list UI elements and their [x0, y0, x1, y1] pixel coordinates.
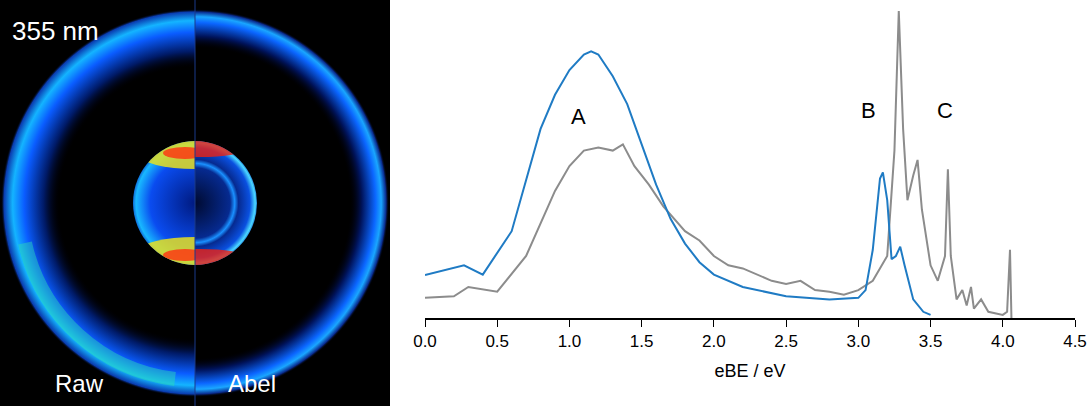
- svg-text:4.5: 4.5: [1063, 332, 1087, 351]
- svg-text:2.0: 2.0: [702, 332, 726, 351]
- svg-text:1.0: 1.0: [558, 332, 582, 351]
- svg-text:Abel: Abel: [228, 370, 276, 397]
- svg-text:0.0: 0.0: [413, 332, 437, 351]
- svg-text:355 nm: 355 nm: [12, 16, 99, 46]
- svg-text:1.5: 1.5: [630, 332, 654, 351]
- svg-text:4.0: 4.0: [991, 332, 1015, 351]
- svg-text:Raw: Raw: [55, 370, 104, 397]
- svg-text:C: C: [937, 98, 953, 123]
- svg-text:3.5: 3.5: [919, 332, 943, 351]
- svg-text:B: B: [861, 98, 876, 123]
- svg-text:2.5: 2.5: [774, 332, 798, 351]
- svg-text:eBE / eV: eBE / eV: [714, 361, 785, 381]
- svg-text:3.0: 3.0: [847, 332, 871, 351]
- svg-text:0.5: 0.5: [485, 332, 509, 351]
- svg-text:A: A: [571, 104, 586, 129]
